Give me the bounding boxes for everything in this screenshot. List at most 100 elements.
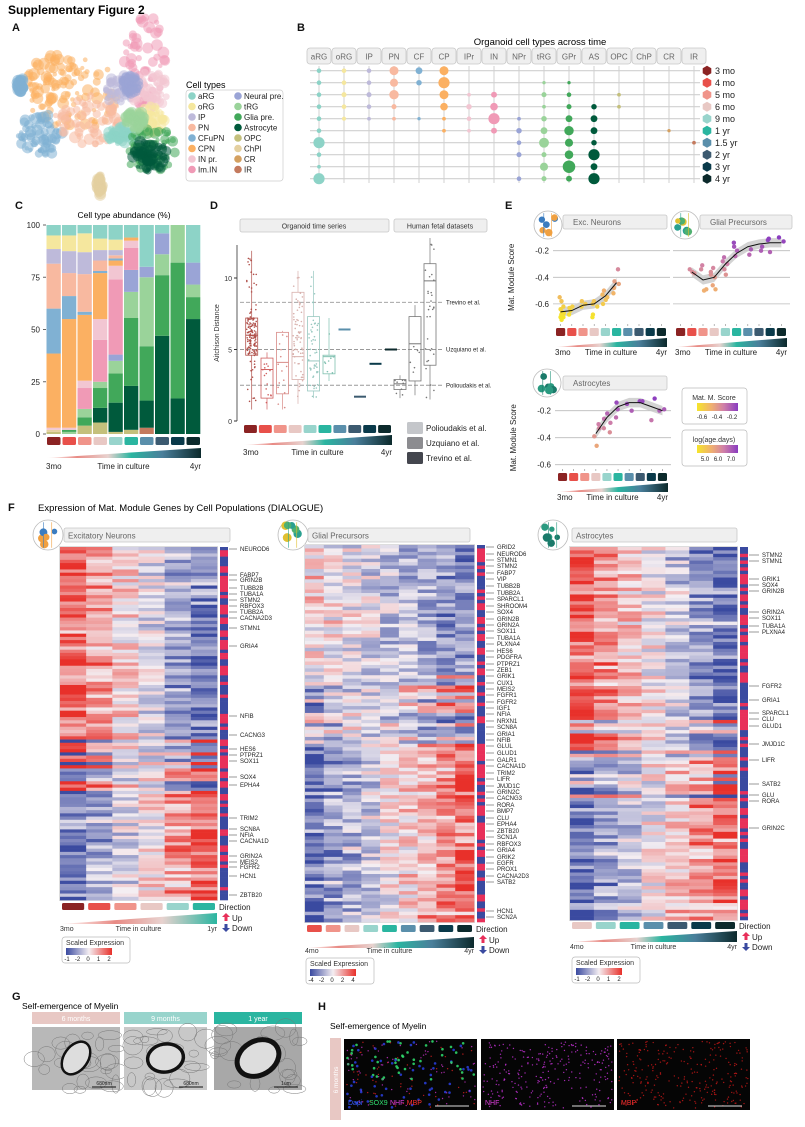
direction-cell: [220, 845, 228, 849]
legend-label: IR: [244, 166, 252, 175]
heatmap-cell: [570, 591, 595, 595]
heatmap-cell: [138, 794, 165, 798]
y-tick-label: -0.4: [535, 273, 549, 282]
heatmap-cell: [60, 697, 87, 702]
jitter-point: [254, 336, 257, 339]
heatmap-cell: [617, 557, 642, 561]
heatmap-cell: [305, 644, 325, 649]
heatmap-cell: [323, 891, 343, 895]
heatmap-cell: [323, 918, 343, 923]
heatmap-cell: [417, 630, 437, 635]
heatmap-cell: [641, 553, 666, 558]
heatmap-cell: [112, 553, 139, 557]
jitter-point: [254, 322, 257, 325]
heatmap-cell: [342, 651, 362, 655]
umap-point: [57, 63, 66, 71]
bar-segment: [186, 297, 201, 320]
heatmap-cell: [398, 760, 418, 765]
heatmap-cell: [436, 654, 456, 659]
heatmap-cell: [342, 832, 362, 837]
gene-label: GALR1: [497, 758, 517, 764]
score-point: [566, 312, 572, 317]
time-swatch: [687, 328, 697, 336]
heatmap-cell: [138, 607, 165, 612]
gene-label: SATB2: [762, 782, 781, 788]
jitter-point: [255, 353, 257, 356]
heatmap-cell: [190, 880, 218, 885]
heatmap-cell: [593, 574, 619, 578]
heatmap-cell: [86, 582, 113, 586]
heatmap-cell: [138, 559, 165, 564]
heatmap-cell: [60, 579, 87, 583]
heatmap-cell: [713, 764, 738, 768]
heatmap-cell: [617, 692, 642, 697]
umap-point: [122, 87, 128, 92]
heatmap-cell: [436, 723, 456, 727]
heatmap-cell: [86, 614, 113, 618]
umap-point: [113, 136, 121, 143]
direction-cell: [220, 646, 228, 650]
heatmap-cell: [713, 557, 738, 561]
heatmap-cell: [164, 803, 192, 808]
heatmap-cell: [323, 644, 343, 649]
heatmap-cell: [380, 856, 400, 861]
heatmap-cell: [713, 689, 738, 694]
dot: [591, 139, 597, 146]
heatmap-cell: [455, 791, 475, 796]
gene-label: STMN1: [240, 626, 261, 632]
time-swatch: [124, 437, 138, 445]
heatmap-cell: [361, 644, 381, 649]
dot: [417, 117, 421, 121]
heatmap-cell: [138, 553, 165, 557]
heatmap-cell: [323, 812, 343, 817]
scale-legend-title: Scaled Expression: [576, 960, 634, 967]
jitter-point: [255, 325, 257, 328]
heatmap-cell: [305, 568, 325, 573]
jitter-point: [254, 339, 256, 342]
heatmap-cell: [593, 791, 619, 795]
heatmap-cell: [436, 712, 456, 717]
heatmap-cell: [665, 791, 690, 795]
direction-cell: [740, 862, 748, 867]
bar-segment: [46, 353, 61, 428]
umap-point: [74, 113, 80, 118]
heatmap-cell: [86, 742, 113, 747]
heatmap-cell: [323, 805, 343, 810]
heatmap-cell: [190, 778, 218, 782]
heatmap-cell: [138, 829, 165, 833]
heatmap-cell: [436, 726, 456, 731]
heatmap-cell: [342, 826, 362, 830]
jitter-point: [427, 290, 429, 293]
legend-swatch: [234, 102, 242, 111]
heatmap-cell: [342, 764, 362, 769]
heatmap-cell: [593, 872, 619, 877]
heatmap-cell: [713, 614, 738, 619]
legend-swatch: [234, 113, 242, 121]
heatmap-cell: [417, 599, 437, 604]
heatmap-cell: [398, 637, 418, 642]
direction-cell: [740, 896, 748, 900]
heatmap-cell: [617, 764, 642, 768]
heatmap-cell: [570, 597, 595, 602]
umap-point: [50, 56, 56, 62]
heatmap-cell: [689, 828, 714, 833]
jitter-point: [427, 292, 429, 295]
jitter-point: [330, 357, 332, 360]
heatmap-cell: [436, 781, 456, 786]
heatmap-cell: [60, 784, 87, 788]
direction-cell: [740, 872, 748, 877]
direction-cell: [740, 821, 748, 826]
scale-legend-title: Scaled Expression: [310, 961, 368, 968]
heatmap-cell: [323, 668, 343, 673]
time-gradient: [60, 913, 217, 924]
heatmap-cell: [417, 610, 437, 614]
heatmap-cell: [713, 682, 738, 687]
heatmap-cell: [164, 848, 192, 853]
heatmap-cell: [689, 716, 714, 721]
jitter-point: [301, 359, 304, 361]
direction-cell: [220, 611, 228, 615]
heatmap-cell: [361, 802, 381, 806]
bar-segment: [77, 274, 92, 312]
direction-cell: [220, 649, 228, 654]
heatmap-cell: [323, 620, 343, 625]
